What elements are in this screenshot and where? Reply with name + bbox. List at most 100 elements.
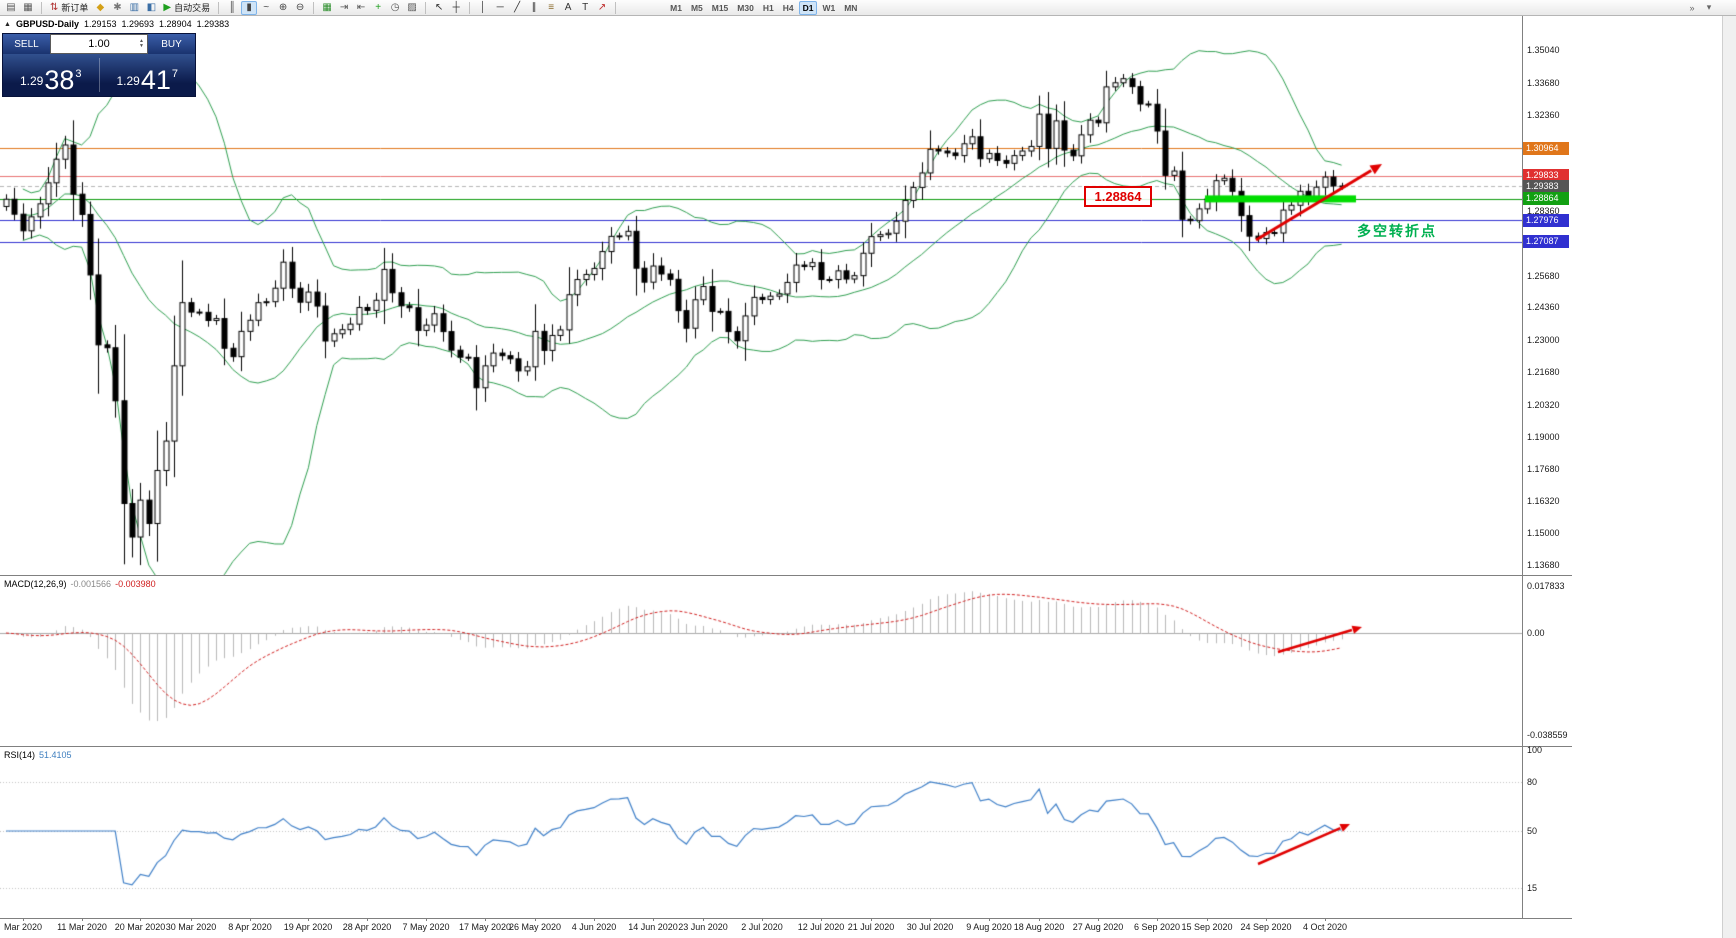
- timeframe-h4-button[interactable]: H4: [779, 1, 798, 15]
- price-chart-canvas[interactable]: [0, 16, 1522, 575]
- options-button[interactable]: ✱: [109, 1, 125, 15]
- date-tick-mark: [140, 918, 141, 921]
- date-tick-mark: [594, 918, 595, 921]
- toolbar-separator: [313, 1, 315, 14]
- sell-price-button[interactable]: 1.29 38 3: [3, 54, 99, 96]
- indicators-button[interactable]: +: [370, 1, 386, 15]
- timeframe-mn-button[interactable]: MN: [840, 1, 861, 15]
- auto-scroll-button[interactable]: ⇥: [336, 1, 352, 15]
- toolbar-separator: [615, 1, 617, 14]
- ohlc-open: 1.29153: [83, 19, 117, 29]
- timeframe-w1-button[interactable]: W1: [818, 1, 839, 15]
- zoom-in-icon: ⊕: [278, 1, 288, 13]
- vertical-line-button[interactable]: │: [475, 1, 491, 15]
- new-order-button[interactable]: ⇅ 新订单: [47, 1, 91, 15]
- timeframe-h1-button[interactable]: H1: [759, 1, 778, 15]
- buy-button[interactable]: BUY: [148, 34, 195, 54]
- candlestick-chart-button[interactable]: ▮: [241, 0, 258, 15]
- rsi-scale-label: 50: [1527, 826, 1538, 836]
- ohlc-low: 1.28904: [159, 19, 192, 29]
- date-tick-mark: [762, 918, 763, 921]
- autotrading-button[interactable]: ▶ 自动交易: [160, 1, 213, 15]
- market-watch-button[interactable]: ▥: [126, 1, 142, 15]
- window-menu-button[interactable]: ▾: [1701, 1, 1717, 15]
- timeframe-m15-button[interactable]: M15: [708, 1, 733, 15]
- price-tick: 1.19000: [1527, 431, 1560, 442]
- line-chart-button[interactable]: ~: [258, 1, 274, 15]
- timeframe-toolbar: M1 M5 M15 M30 H1 H4 D1 W1 MN: [666, 0, 861, 15]
- date-tick: 27 Aug 2020: [1072, 922, 1124, 932]
- date-tick-mark: [703, 918, 704, 921]
- timeframe-m1-button[interactable]: M1: [666, 1, 686, 15]
- arrows-button[interactable]: ↗: [594, 1, 610, 15]
- macd-panel-separator[interactable]: [0, 575, 1572, 576]
- symbol-title: GBPUSD-Daily: [15, 19, 79, 29]
- turning-point-label[interactable]: 多空转折点: [1357, 223, 1437, 239]
- ohlc-high: 1.29693: [121, 19, 155, 29]
- rsi-name: RSI(14): [4, 750, 36, 760]
- price-scale[interactable]: 1.35040 1.33680 1.32360 1.28360 1.25680 1.243…: [1522, 16, 1578, 918]
- cursor-icon: ↖: [434, 1, 444, 13]
- toolbar-separator: [469, 1, 471, 14]
- macd-panel-canvas[interactable]: [0, 576, 1522, 745]
- sell-price-pips: 38: [44, 65, 75, 95]
- periods-icon: ◷: [390, 1, 400, 13]
- toolbars-menu-button[interactable]: »: [1684, 1, 1700, 15]
- bar-chart-button[interactable]: ║: [224, 1, 240, 15]
- trendline-button[interactable]: ╱: [509, 1, 525, 15]
- chart-shift-icon: ⇤: [356, 1, 366, 13]
- zoom-in-button[interactable]: ⊕: [275, 1, 291, 15]
- crosshair-button[interactable]: ┼: [448, 1, 464, 15]
- zoom-out-button[interactable]: ⊖: [292, 1, 308, 15]
- timeframe-m30-button[interactable]: M30: [733, 1, 758, 15]
- date-tick: 11 Mar 2020: [57, 922, 107, 932]
- date-tick: 21 Jul 2020: [847, 922, 895, 932]
- profiles-icon: ▦: [23, 1, 33, 13]
- text-label-button[interactable]: T: [577, 1, 593, 15]
- volume-field[interactable]: 1.00 ▲ ▼: [50, 34, 148, 54]
- templates-button[interactable]: ▨: [404, 1, 420, 15]
- time-axis[interactable]: Mar 2020 11 Mar 2020 20 Mar 2020 30 Mar 202…: [0, 918, 1572, 937]
- price-tag: 1.27976: [1523, 213, 1569, 227]
- chart-shift-button[interactable]: ⇤: [353, 1, 369, 15]
- rsi-panel-separator[interactable]: [0, 746, 1572, 747]
- time-axis-line: [0, 918, 1572, 919]
- date-tick: 15 Sep 2020: [1181, 922, 1233, 932]
- macd-scale-label: 0.017833: [1527, 580, 1565, 591]
- tile-windows-button[interactable]: ▦: [319, 1, 335, 15]
- horizontal-line-button[interactable]: ─: [492, 1, 508, 15]
- date-tick-mark: [250, 918, 251, 921]
- stepper-down-icon[interactable]: ▼: [139, 43, 144, 49]
- buy-price-button[interactable]: 1.29 41 7: [100, 54, 196, 96]
- cursor-button[interactable]: ↖: [431, 1, 447, 15]
- timeframe-m5-button[interactable]: M5: [687, 1, 707, 15]
- macd-main-value: -0.001566: [70, 579, 112, 589]
- date-tick: 17 May 2020: [458, 922, 512, 932]
- navigator-button[interactable]: ◧: [143, 1, 159, 15]
- toolbar-separator: [218, 1, 220, 14]
- zoom-out-icon: ⊖: [295, 1, 305, 13]
- new-chart-button[interactable]: ▤: [3, 1, 19, 15]
- rsi-scale-label: 15: [1527, 882, 1538, 893]
- price-tag: 1.29833: [1523, 169, 1569, 183]
- tile-windows-icon: ▦: [322, 1, 332, 13]
- buy-price-pips: 41: [140, 65, 171, 95]
- sell-button[interactable]: SELL: [3, 34, 50, 54]
- date-tick: 26 May 2020: [508, 922, 562, 932]
- timeframe-d1-button[interactable]: D1: [798, 0, 818, 15]
- volume-stepper[interactable]: ▲ ▼: [137, 35, 146, 53]
- toolbar-separator: [41, 1, 42, 14]
- metaeditor-button[interactable]: ◆: [92, 1, 108, 15]
- text-button[interactable]: A: [560, 1, 576, 15]
- one-click-collapse-icon[interactable]: ▲: [4, 20, 11, 28]
- rsi-panel-canvas[interactable]: [0, 747, 1522, 917]
- price-level-callout[interactable]: 1.28864: [1084, 186, 1152, 207]
- profiles-button[interactable]: ▦: [20, 1, 36, 15]
- sell-price-big-figure: 1.29: [19, 74, 44, 88]
- stepper-up-icon[interactable]: ▲: [139, 38, 144, 44]
- periods-button[interactable]: ◷: [387, 1, 403, 15]
- fibonacci-button[interactable]: ≡: [543, 1, 559, 15]
- date-tick: 23 Jun 2020: [678, 922, 728, 932]
- channel-button[interactable]: ∥: [526, 1, 542, 15]
- date-tick-mark: [1266, 918, 1267, 921]
